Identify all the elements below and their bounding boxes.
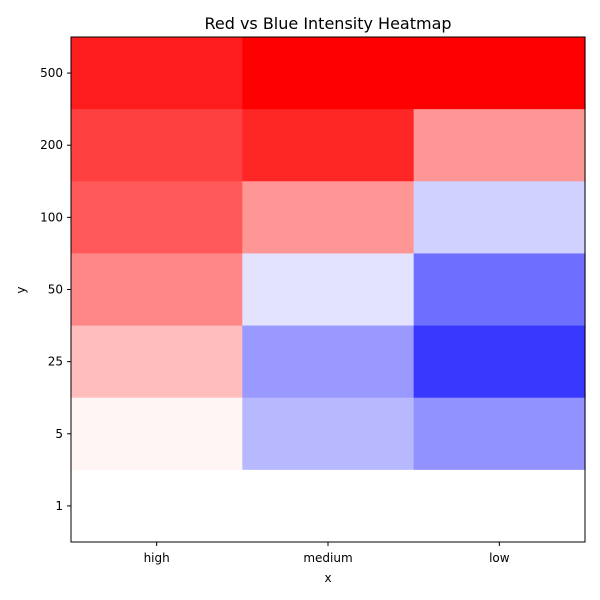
heatmap-cell-low-1 (413, 469, 586, 543)
heatmap-cell-low-50 (413, 253, 586, 327)
y-tick-label: 1 (55, 499, 63, 513)
heatmap-cell-low-5 (413, 397, 586, 471)
x-tick-label: medium (303, 551, 352, 565)
heatmap-cell-medium-100 (242, 181, 415, 255)
heatmap-cell-medium-25 (242, 325, 415, 399)
chart-title: Red vs Blue Intensity Heatmap (204, 14, 451, 33)
y-axis-label: y (14, 286, 28, 293)
heatmap-cell-medium-1 (242, 469, 415, 543)
y-tick-label: 200 (40, 138, 63, 152)
heatmap-cell-medium-200 (242, 109, 415, 182)
heatmap-cell-low-25 (413, 325, 586, 399)
heatmap-cell-medium-5 (242, 397, 415, 471)
heatmap-cell-high-50 (71, 253, 243, 327)
x-tick-label: low (489, 551, 510, 565)
heatmap-cell-high-25 (71, 325, 243, 399)
y-axis-ticks: 500 200 100 50 25 5 1 (40, 66, 71, 513)
y-tick-label: 5 (55, 427, 63, 441)
y-tick-label: 500 (40, 66, 63, 80)
heatmap-cell-high-5 (71, 397, 243, 471)
y-tick-label: 50 (48, 283, 63, 297)
heatmap-cell-medium-50 (242, 253, 415, 327)
heatmap-cell-high-200 (71, 109, 243, 182)
y-tick-label: 100 (40, 210, 63, 224)
heatmap-cell-high-1 (71, 469, 243, 543)
x-axis-label: x (324, 571, 331, 585)
x-axis-ticks: high medium low (144, 542, 510, 565)
heatmap-cell-low-200 (413, 109, 586, 182)
x-tick-label: high (144, 551, 170, 565)
heatmap-cell-low-500 (413, 37, 586, 110)
heatmap-cells (71, 37, 586, 543)
heatmap-cell-high-100 (71, 181, 243, 255)
heatmap-cell-low-100 (413, 181, 586, 255)
y-tick-label: 25 (48, 355, 63, 369)
heatmap-cell-medium-500 (242, 37, 415, 110)
heatmap-cell-high-500 (71, 37, 243, 110)
